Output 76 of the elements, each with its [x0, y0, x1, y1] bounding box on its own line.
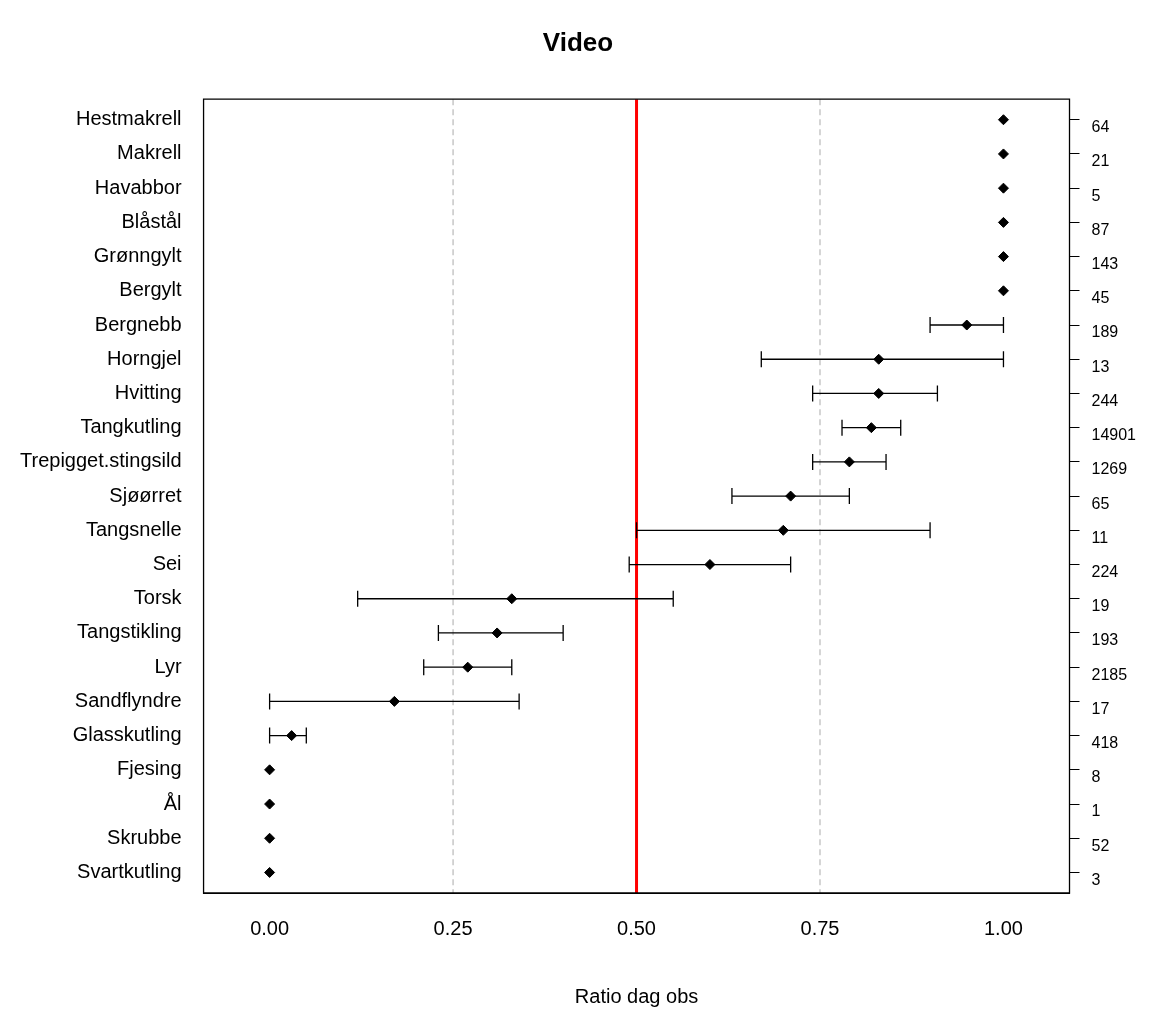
y-tick-label: Tangstikling: [77, 620, 182, 643]
x-axis-title: Ratio dag obs: [574, 984, 699, 1007]
y-tick-label: Tangkutling: [80, 415, 182, 438]
chart-title: Video: [542, 26, 614, 57]
y-tick-label: Trepigget.stingsild: [20, 449, 182, 472]
point: [873, 353, 885, 365]
point: [286, 730, 298, 742]
y-tick-label: Glasskutling: [72, 723, 182, 746]
point: [264, 866, 276, 878]
y2-tick-label: 45: [1091, 289, 1110, 307]
y2-tick-label: 17: [1091, 699, 1110, 717]
point: [704, 559, 716, 571]
y2-tick-label: 143: [1091, 255, 1119, 272]
point: [777, 524, 789, 536]
y2-tick-label: 14901: [1091, 426, 1137, 444]
y2-tick-label: 52: [1091, 836, 1110, 854]
y-tick-label: Sandflyndre: [74, 688, 182, 711]
x-tick-label: 0.25: [433, 916, 473, 939]
y2-tick-label: 224: [1091, 562, 1119, 580]
point: [785, 490, 797, 502]
y-tick-label: Horngjel: [107, 346, 182, 369]
y-tick-label: Sei: [152, 552, 182, 575]
y2-tick-label: 1269: [1091, 460, 1128, 478]
y2-tick-label: 3: [1091, 870, 1101, 888]
point: [264, 798, 276, 810]
point: [843, 456, 855, 468]
y2-tick-label: 8: [1091, 768, 1101, 786]
point: [264, 832, 276, 844]
y2-tick-label: 193: [1091, 631, 1119, 649]
y2-tick-label: 1: [1091, 802, 1101, 820]
y-tick-label: Blåstål: [121, 209, 182, 232]
y2-tick-label: 87: [1091, 220, 1110, 238]
y2-tick-label: 21: [1091, 152, 1110, 170]
point: [997, 182, 1009, 194]
point: [264, 764, 276, 776]
y-tick-label: Havabbor: [94, 175, 182, 198]
y-tick-label: Grønngylt: [93, 244, 182, 267]
y-tick-label: Svartkutling: [77, 859, 182, 882]
y2-tick-label: 5: [1091, 186, 1101, 204]
point: [997, 148, 1009, 160]
y2-tick-label: 19: [1091, 597, 1110, 615]
point: [388, 695, 400, 707]
y2-tick-label: 2185: [1091, 665, 1128, 683]
y-tick-label: Ål: [163, 791, 182, 814]
y-tick-label: Makrell: [117, 141, 182, 164]
x-tick-label: 1.00: [983, 916, 1023, 939]
y-tick-label: Bergnebb: [94, 312, 182, 335]
point: [997, 285, 1009, 297]
point: [997, 114, 1009, 126]
point: [997, 251, 1009, 263]
y-tick-label: Hvitting: [114, 380, 182, 403]
point: [491, 627, 503, 639]
y-tick-label: Bergylt: [119, 278, 182, 301]
y2-tick-label: 11: [1091, 528, 1109, 546]
y-tick-label: Sjøørret: [109, 483, 182, 506]
y2-tick-label: 189: [1091, 323, 1119, 341]
y-tick-label: Tangsnelle: [85, 517, 182, 540]
x-tick-label: 0.00: [250, 916, 290, 939]
y2-tick-label: 64: [1091, 118, 1110, 136]
point: [873, 387, 885, 399]
x-tick-label: 0.75: [800, 916, 840, 939]
point: [506, 593, 518, 605]
y2-tick-label: 13: [1091, 357, 1110, 375]
y-tick-label: Fjesing: [117, 757, 182, 780]
y-tick-label: Torsk: [133, 586, 183, 609]
point: [961, 319, 973, 331]
x-tick-label: 0.50: [617, 916, 656, 939]
point: [997, 216, 1009, 228]
y2-tick-label: 65: [1091, 494, 1110, 512]
point: [462, 661, 474, 673]
point: [865, 422, 877, 434]
y-tick-label: Skrubbe: [107, 825, 182, 848]
y-tick-label: Lyr: [154, 654, 182, 677]
y2-tick-label: 418: [1091, 734, 1119, 752]
y-tick-label: Hestmakrell: [75, 107, 182, 130]
y2-tick-label: 244: [1091, 391, 1119, 409]
